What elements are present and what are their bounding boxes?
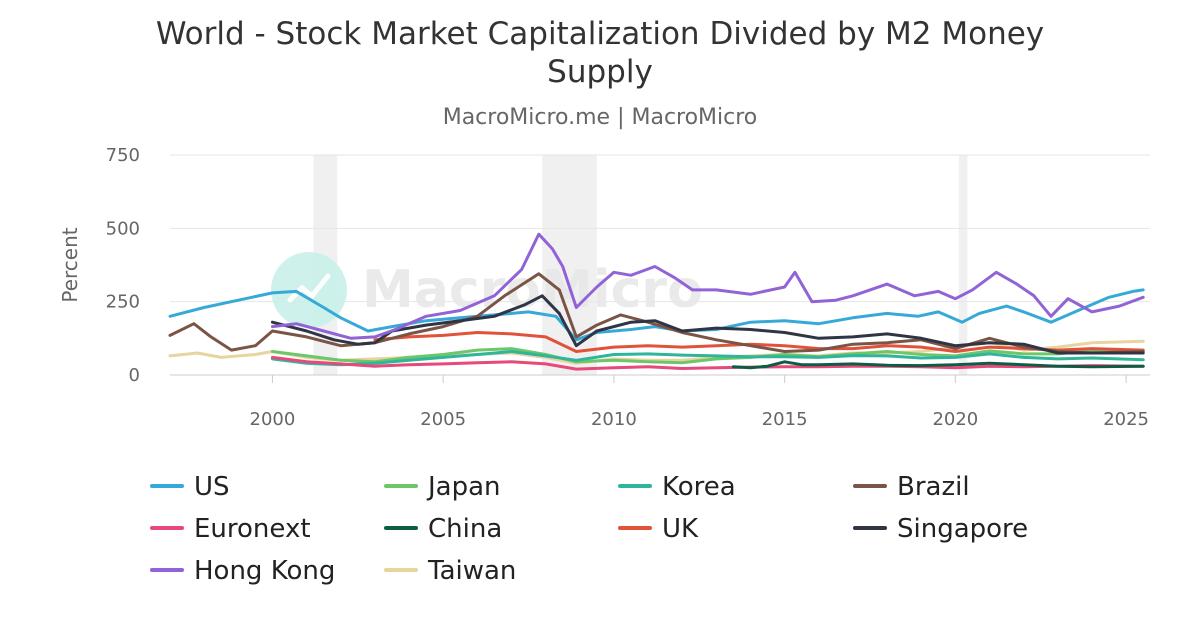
chart-subtitle: MacroMicro.me | MacroMicro	[443, 105, 758, 130]
series-line-hong-kong	[270, 232, 1145, 340]
legend-label: US	[194, 472, 230, 502]
legend-item-uk[interactable]: UK	[618, 514, 699, 544]
x-tick-label: 2005	[420, 409, 466, 430]
x-tick-label: 2000	[250, 409, 296, 430]
series-lines	[168, 232, 1145, 371]
y-tick-label: 500	[106, 218, 140, 239]
legend-label: Singapore	[897, 514, 1028, 544]
legend-label: Taiwan	[427, 556, 516, 586]
legend-item-brazil[interactable]: Brazil	[853, 472, 970, 502]
shaded-period-2	[958, 155, 968, 375]
x-axis-ticks: 2000 2005 2010 2015 2020 2025	[250, 375, 1149, 430]
legend-item-hong-kong[interactable]: Hong Kong	[150, 556, 335, 586]
legend-label: Brazil	[897, 472, 970, 502]
y-axis-title: Percent	[58, 227, 82, 302]
legend-label: Euronext	[194, 514, 311, 544]
legend-label: China	[428, 514, 502, 544]
series-line-china	[731, 360, 1145, 370]
chart-title-line2: Supply	[547, 54, 653, 90]
legend-item-taiwan[interactable]: Taiwan	[384, 556, 516, 586]
series-line-japan	[270, 347, 1145, 365]
y-axis-ticks: 0 250 500 750	[106, 145, 140, 386]
legend-label: Korea	[662, 472, 736, 502]
y-tick-label: 250	[106, 292, 140, 313]
series-line-brazil	[168, 272, 1145, 355]
legend-item-china[interactable]: China	[384, 514, 502, 544]
legend-item-euronext[interactable]: Euronext	[150, 514, 311, 544]
legend-item-japan[interactable]: Japan	[384, 472, 501, 502]
series-line-euronext	[270, 355, 1145, 371]
x-tick-label: 2010	[591, 409, 637, 430]
legend-item-singapore[interactable]: Singapore	[853, 514, 1028, 544]
x-tick-label: 2025	[1103, 409, 1149, 430]
legend-label: Japan	[426, 472, 501, 502]
legend-label: UK	[662, 514, 699, 544]
legend-item-us[interactable]: US	[150, 472, 230, 502]
watermark-logo-mark	[287, 273, 331, 303]
legend-item-korea[interactable]: Korea	[618, 472, 736, 502]
y-tick-label: 750	[106, 145, 140, 166]
series-line-korea	[270, 350, 1145, 367]
watermark-logo-icon	[271, 252, 347, 328]
chart-title-line1: World - Stock Market Capitalization Divi…	[156, 16, 1044, 52]
x-tick-label: 2015	[762, 409, 808, 430]
legend-label: Hong Kong	[194, 556, 335, 586]
x-tick-label: 2020	[932, 409, 978, 430]
y-tick-label: 0	[129, 365, 140, 386]
legend: US Japan Korea Brazil Euronext China UK Singapo…	[150, 472, 1028, 586]
